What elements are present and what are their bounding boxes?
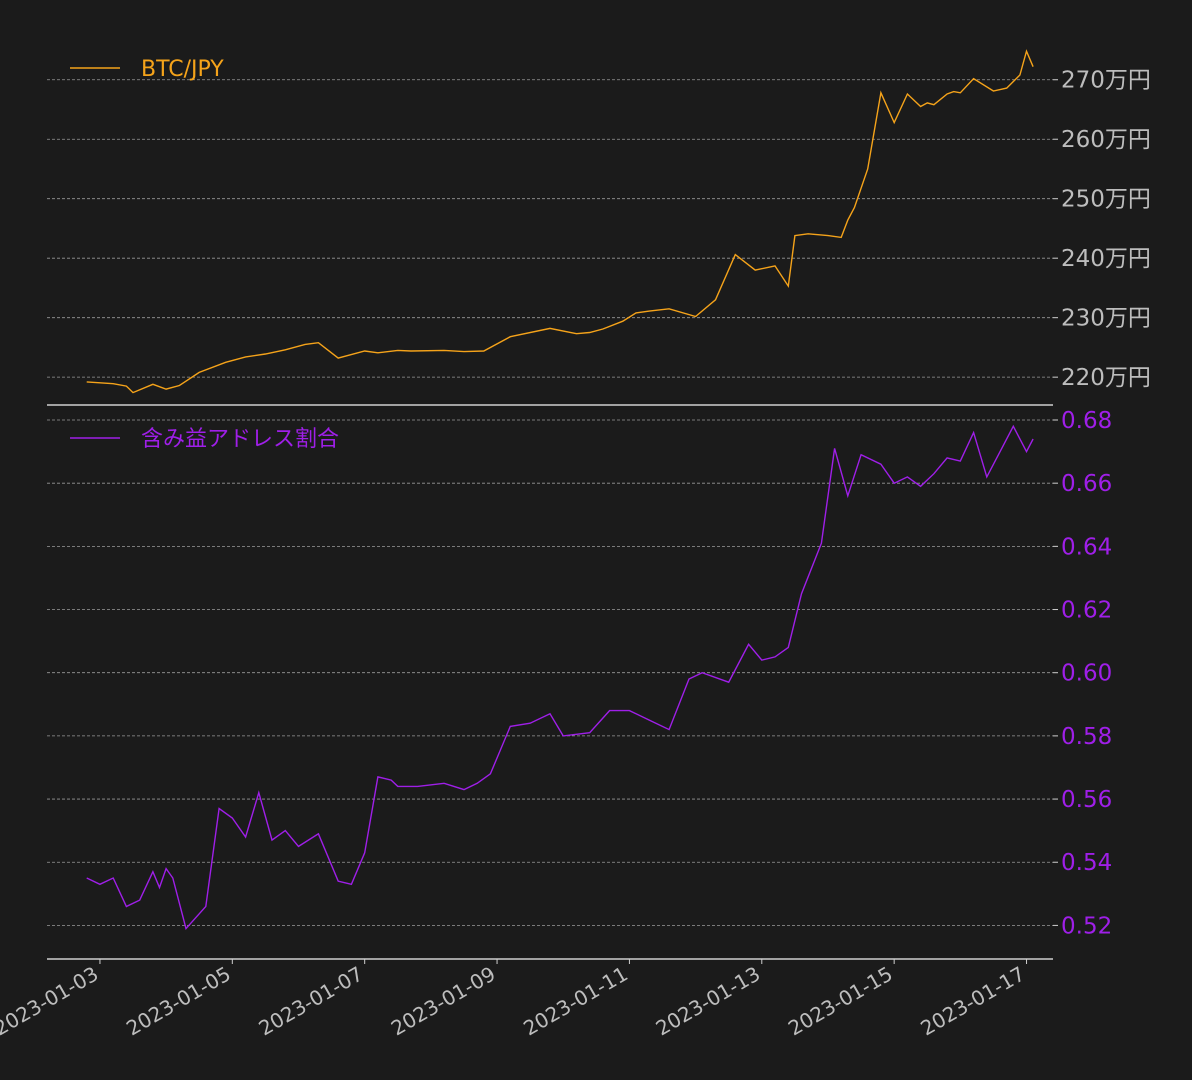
pr-y-tick-label: 0.62	[1061, 598, 1112, 624]
btc-y-tick-label: 260万円	[1061, 127, 1151, 153]
btc-y-tick-label: 270万円	[1061, 68, 1151, 94]
profit-legend: 含み益アドレス割合	[70, 427, 339, 452]
pr-y-tick-label: 0.58	[1061, 724, 1112, 750]
pr-y-tick-label: 0.54	[1061, 850, 1112, 876]
btc-legend: BTC/JPY	[70, 57, 224, 82]
btc-price-line	[86, 49, 1034, 394]
profit-y-axis: 0.52 0.54 0.56 0.58 0.60 0.62 0.64 0.66 0.68	[1053, 408, 1112, 939]
btc-gridlines	[47, 79, 1053, 378]
profit-legend-label: 含み益アドレス割合	[141, 427, 339, 452]
profit-panel: 0.52 0.54 0.56 0.58 0.60 0.62 0.64 0.66 0.68 含み益…	[47, 408, 1112, 960]
pr-y-tick-label: 0.60	[1061, 661, 1112, 687]
pr-y-tick-label: 0.52	[1061, 913, 1112, 939]
btc-legend-label: BTC/JPY	[141, 57, 224, 82]
btc-y-tick-label: 220万円	[1061, 365, 1151, 391]
btc-y-tick-label: 250万円	[1061, 187, 1151, 213]
btc-y-tick-label: 230万円	[1061, 306, 1151, 332]
btc-y-tick-label: 240万円	[1061, 246, 1151, 272]
btc-y-axis: 220万円 230万円 240万円 250万円 260万円 270万円	[1053, 68, 1151, 391]
profit-gridlines	[47, 419, 1053, 926]
pr-y-tick-label: 0.56	[1061, 787, 1112, 813]
profit-ratio-line	[86, 424, 1034, 931]
pr-y-tick-label: 0.64	[1061, 534, 1112, 560]
pr-y-tick-label: 0.68	[1061, 408, 1112, 434]
btc-panel: 220万円 230万円 240万円 250万円 260万円 270万円 BTC/JPY	[47, 49, 1151, 406]
pr-y-tick-label: 0.66	[1061, 471, 1112, 497]
